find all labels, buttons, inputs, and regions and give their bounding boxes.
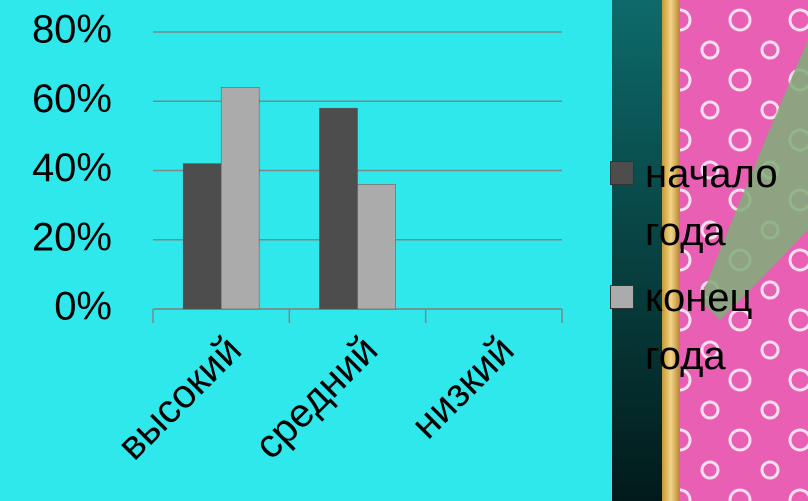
legend-swatch [610, 285, 634, 309]
legend-swatch [610, 161, 634, 185]
x-tick-label: высокий [109, 328, 250, 469]
x-tick-label: низкий [403, 328, 522, 447]
y-tick-label: 0% [54, 285, 112, 329]
legend-label: конец года [645, 276, 753, 378]
bar [319, 107, 358, 310]
y-tick-label: 80% [32, 8, 112, 52]
bar [182, 163, 222, 310]
x-tick-label: средний [247, 328, 387, 468]
legend-label: начало года [645, 152, 778, 254]
decoration [612, 0, 808, 501]
bar [220, 87, 260, 310]
bar [357, 184, 396, 310]
y-tick-label: 40% [32, 146, 112, 190]
y-tick-label: 20% [32, 215, 112, 259]
y-tick-label: 60% [32, 77, 112, 121]
